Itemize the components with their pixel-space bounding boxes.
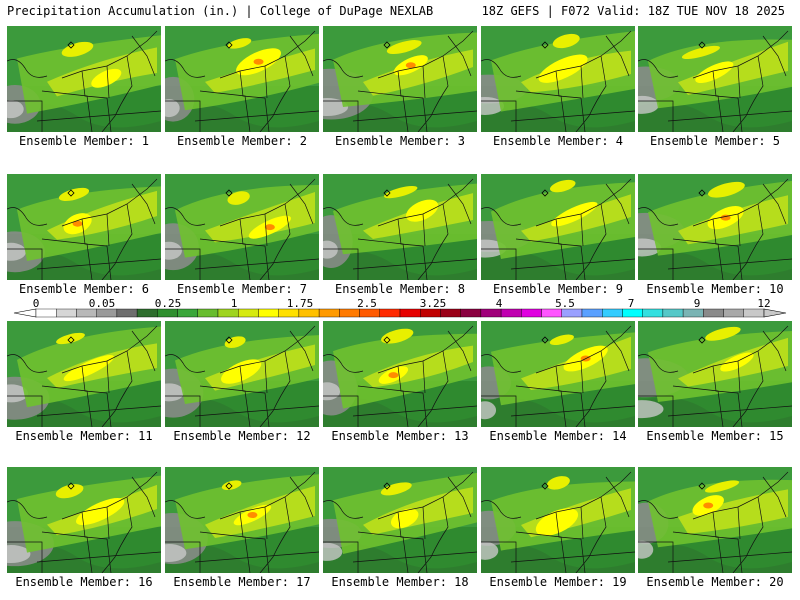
colorbar-tick-label: 2.5 — [357, 297, 377, 310]
colorbar-left-arrow — [13, 308, 37, 318]
ensemble-member-label: Ensemble Member: 1 — [18, 134, 150, 148]
ensemble-member-map — [638, 321, 792, 427]
colorbar-tick-label: 0.05 — [88, 297, 116, 310]
colorbar-tick-label: 3.25 — [419, 297, 447, 310]
colorbar-segment — [177, 308, 198, 318]
ensemble-member-label: Ensemble Member: 7 — [176, 282, 308, 296]
ensemble-member-map — [638, 467, 792, 573]
ensemble-member-label: Ensemble Member: 13 — [331, 429, 469, 443]
ensemble-member-label: Ensemble Member: 18 — [331, 575, 469, 589]
colorbar-segment — [136, 308, 158, 318]
map-title: Precipitation Accumulation (in.) | Colle… — [7, 4, 434, 18]
ensemble-member-map — [481, 467, 635, 573]
colorbar-segment — [399, 308, 421, 318]
ensemble-member-map — [323, 467, 477, 573]
colorbar-tick-label: 0.25 — [154, 297, 182, 310]
ensemble-member-map — [323, 321, 477, 427]
ensemble-member-map — [638, 26, 792, 132]
colorbar-segment — [278, 308, 300, 318]
colorbar-segment — [116, 308, 138, 318]
colorbar-segment — [682, 308, 704, 318]
run-valid-time: 18Z GEFS | F072 Valid: 18Z TUE NOV 18 20… — [481, 4, 785, 18]
ensemble-member-label: Ensemble Member: 11 — [15, 429, 153, 443]
colorbar-segment — [541, 308, 562, 318]
ensemble-member-map — [323, 26, 477, 132]
colorbar-segment — [703, 308, 724, 318]
colorbar-segment — [238, 308, 259, 318]
ensemble-member-label: Ensemble Member: 2 — [176, 134, 308, 148]
colorbar-right-arrow — [763, 308, 787, 318]
ensemble-member-label: Ensemble Member: 19 — [489, 575, 627, 589]
colorbar-tick-label: 12 — [757, 297, 771, 310]
colorbar-segment — [723, 308, 744, 318]
ensemble-member-map — [7, 467, 161, 573]
colorbar-segment — [96, 308, 118, 318]
ensemble-member-label: Ensemble Member: 5 — [649, 134, 781, 148]
colorbar-segment — [460, 308, 482, 318]
colorbar-segment — [217, 308, 239, 318]
colorbar-segment — [440, 308, 461, 318]
colorbar-segment — [318, 308, 340, 318]
ensemble-member-map — [481, 174, 635, 280]
colorbar-segment — [622, 308, 643, 318]
ensemble-member-label: Ensemble Member: 20 — [646, 575, 784, 589]
ensemble-member-map — [481, 26, 635, 132]
precipitation-colorbar — [13, 308, 787, 318]
ensemble-member-label: Ensemble Member: 3 — [334, 134, 466, 148]
ensemble-member-label: Ensemble Member: 4 — [492, 134, 624, 148]
ensemble-member-map — [481, 321, 635, 427]
colorbar-segment — [420, 308, 441, 318]
colorbar-segment — [521, 308, 542, 318]
colorbar-segment — [298, 308, 320, 318]
colorbar-segment — [35, 308, 57, 318]
ensemble-member-label: Ensemble Member: 10 — [646, 282, 784, 296]
ensemble-member-label: Ensemble Member: 9 — [492, 282, 624, 296]
colorbar-segment — [197, 308, 219, 318]
ensemble-member-label: Ensemble Member: 16 — [15, 575, 153, 589]
colorbar-segment — [500, 308, 522, 318]
colorbar-segment — [339, 308, 360, 318]
ensemble-member-map — [7, 321, 161, 427]
colorbar-segment — [602, 308, 623, 318]
colorbar-tick-label: 1.75 — [286, 297, 314, 310]
ensemble-member-map — [638, 174, 792, 280]
colorbar-segment — [642, 308, 664, 318]
ensemble-member-label: Ensemble Member: 12 — [173, 429, 311, 443]
colorbar-segment — [359, 308, 380, 318]
colorbar-segment — [56, 308, 77, 318]
ensemble-member-map — [7, 26, 161, 132]
colorbar-tick-label: 7 — [627, 297, 635, 310]
ensemble-member-label: Ensemble Member: 6 — [18, 282, 150, 296]
colorbar-tick-label: 1 — [230, 297, 238, 310]
colorbar-segment — [480, 308, 502, 318]
ensemble-member-map — [323, 174, 477, 280]
ensemble-member-label: Ensemble Member: 17 — [173, 575, 311, 589]
colorbar-segment — [561, 308, 583, 318]
colorbar-tick-label: 0 — [32, 297, 40, 310]
colorbar-tick-label: 9 — [693, 297, 701, 310]
ensemble-member-map — [7, 174, 161, 280]
ensemble-member-map — [165, 467, 319, 573]
colorbar-segment — [581, 308, 603, 318]
ensemble-member-label: Ensemble Member: 8 — [334, 282, 466, 296]
ensemble-member-map — [165, 174, 319, 280]
ensemble-member-map — [165, 26, 319, 132]
colorbar-segment — [258, 308, 279, 318]
ensemble-member-label: Ensemble Member: 14 — [489, 429, 627, 443]
colorbar-segment — [157, 308, 178, 318]
colorbar-tick-label: 5.5 — [555, 297, 575, 310]
ensemble-member-map — [165, 321, 319, 427]
colorbar-segment — [662, 308, 684, 318]
colorbar-segment — [76, 308, 97, 318]
colorbar-segment — [743, 308, 765, 318]
colorbar-tick-label: 4 — [495, 297, 503, 310]
ensemble-member-label: Ensemble Member: 15 — [646, 429, 784, 443]
colorbar-segment — [379, 308, 401, 318]
